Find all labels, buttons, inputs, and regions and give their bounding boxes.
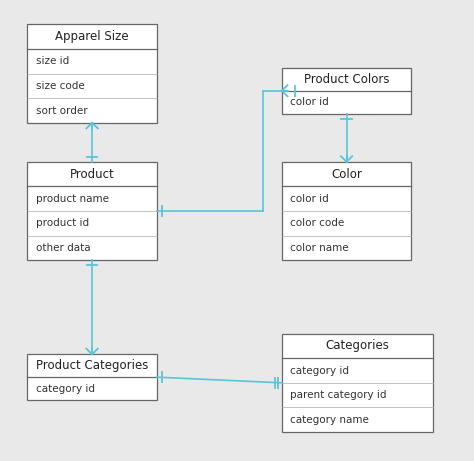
- Bar: [27, 354, 157, 400]
- Bar: [27, 162, 157, 260]
- Bar: [282, 334, 433, 432]
- Text: product id: product id: [36, 219, 89, 228]
- Text: size code: size code: [36, 81, 84, 91]
- Text: product name: product name: [36, 194, 109, 204]
- Text: Product Categories: Product Categories: [36, 359, 148, 372]
- Bar: [282, 68, 411, 114]
- Text: Apparel Size: Apparel Size: [55, 30, 129, 43]
- Bar: [282, 162, 411, 260]
- Text: sort order: sort order: [36, 106, 87, 116]
- Text: parent category id: parent category id: [290, 390, 387, 400]
- Text: color code: color code: [290, 219, 345, 228]
- Text: Color: Color: [331, 168, 362, 181]
- Text: Product: Product: [70, 168, 115, 181]
- Text: other data: other data: [36, 243, 91, 253]
- Text: color name: color name: [290, 243, 349, 253]
- Text: color id: color id: [290, 97, 329, 107]
- Bar: [27, 24, 157, 123]
- Text: Product Colors: Product Colors: [304, 73, 389, 86]
- Text: category id: category id: [290, 366, 349, 376]
- Text: Categories: Categories: [325, 339, 389, 352]
- Text: color id: color id: [290, 194, 329, 204]
- Text: category id: category id: [36, 384, 95, 394]
- Text: size id: size id: [36, 56, 69, 66]
- Text: category name: category name: [290, 415, 369, 425]
